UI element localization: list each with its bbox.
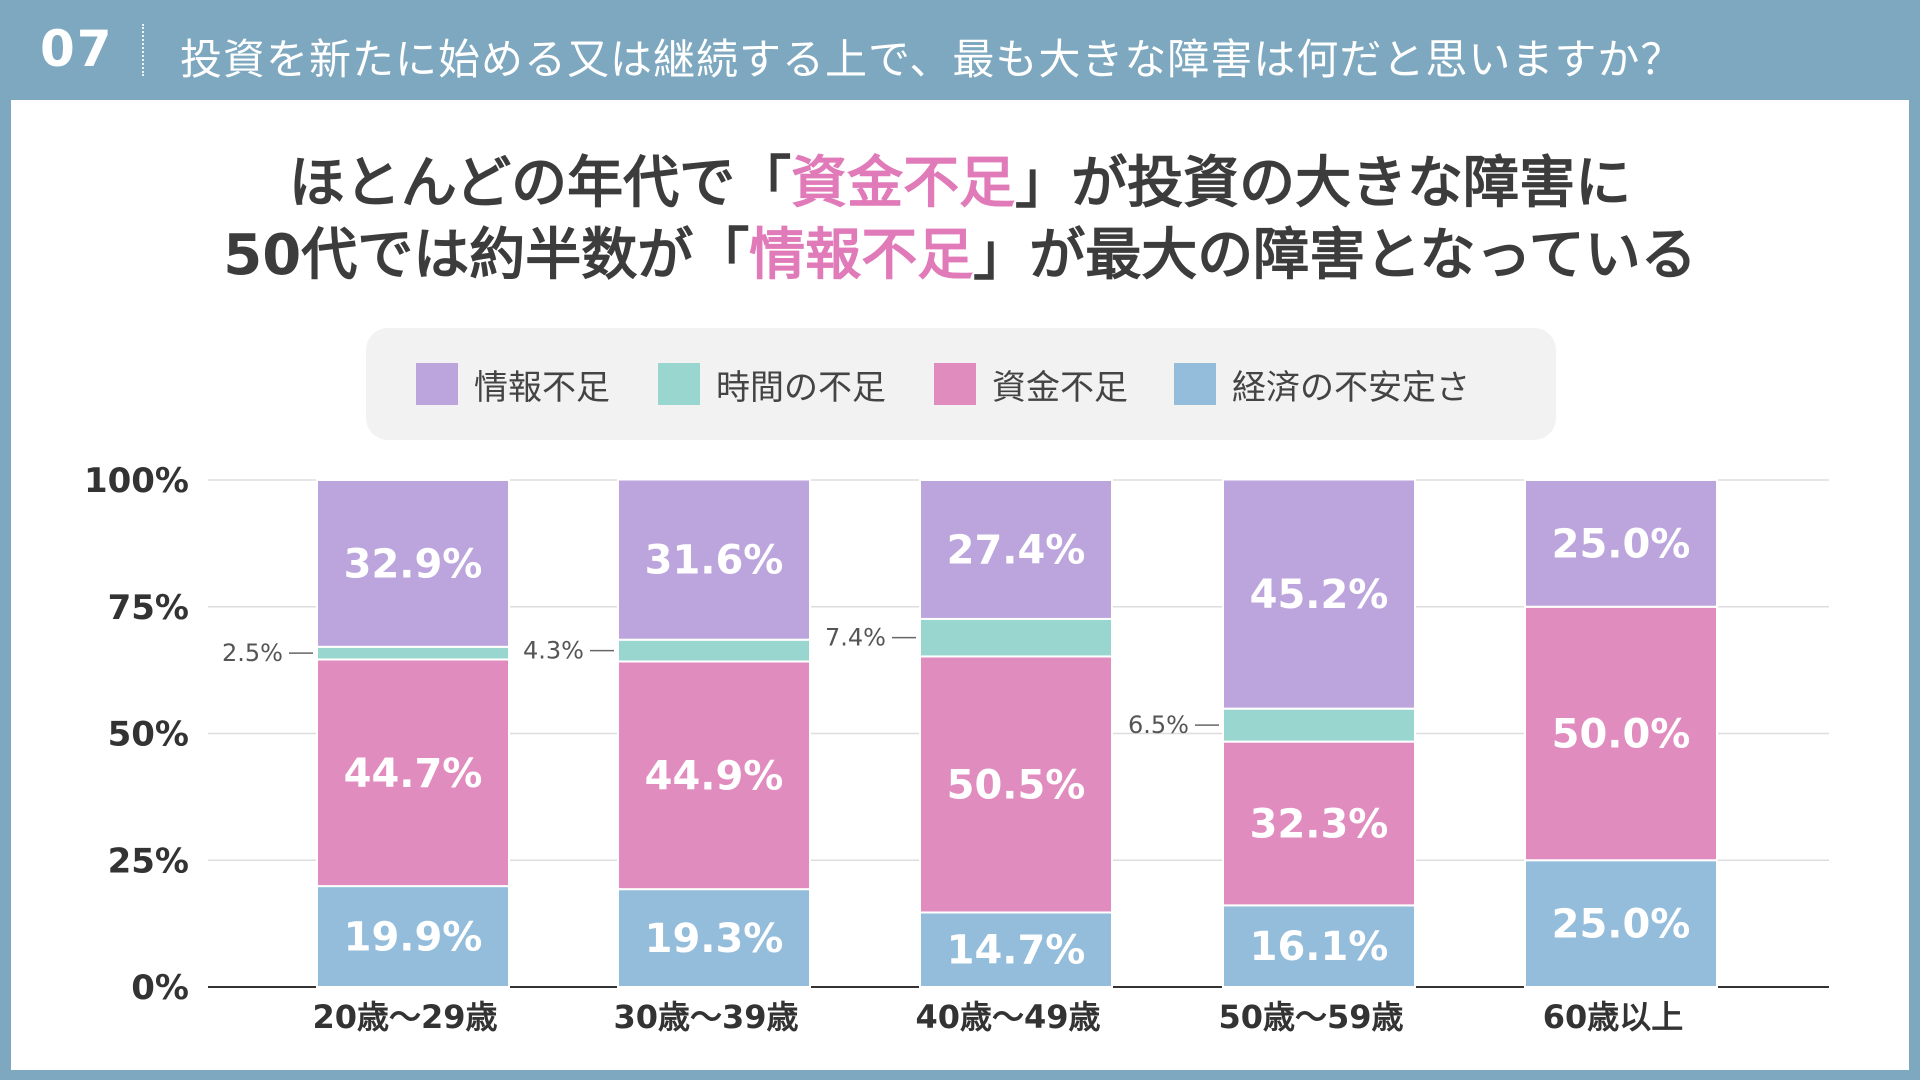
legend-item-economy: 経済の不安定さ	[1174, 362, 1470, 408]
bar-segment-economy	[316, 885, 510, 988]
bar-segment-money	[617, 660, 811, 891]
bar-segment-info	[617, 478, 811, 641]
x-tick-label: 30歳〜39歳	[613, 998, 798, 1036]
bar-segment-time	[316, 645, 510, 661]
bar-segment-money	[919, 655, 1113, 914]
data-label: 50.0%	[1552, 712, 1691, 758]
bar-segment-time	[617, 638, 811, 663]
header-divider	[142, 24, 144, 76]
y-tick-label: 50%	[108, 715, 189, 755]
bar-segment-money	[1524, 605, 1718, 862]
data-label: 2.5%	[222, 639, 283, 667]
data-label: 27.4%	[947, 527, 1086, 573]
data-label: 7.4%	[825, 624, 886, 652]
data-label: 32.3%	[1250, 801, 1389, 847]
y-tick-label: 75%	[108, 588, 189, 628]
bar-segment-money	[316, 658, 510, 888]
bar-segment-time	[1222, 707, 1416, 743]
y-tick-label: 0%	[131, 968, 189, 1008]
data-label: 25.0%	[1552, 902, 1691, 948]
legend-label-info: 情報不足	[474, 367, 610, 408]
headline-1-pre: ほとんどの年代で「	[288, 151, 792, 216]
data-label: 32.9%	[344, 541, 483, 587]
data-label: 25.0%	[1552, 521, 1691, 567]
question-text: 投資を新たに始める又は継続する上で、最も大きな障害は何だと思いますか？	[180, 35, 1684, 84]
legend-swatch-economy	[1174, 363, 1216, 405]
legend-swatch-time	[658, 363, 700, 405]
headline-1-highlight: 資金不足	[791, 151, 1016, 216]
x-tick-label: 40歳〜49歳	[915, 998, 1100, 1036]
headline-line-1: ほとんどの年代で「資金不足」が投資の大きな障害に	[11, 138, 1909, 219]
legend-label-money: 資金不足	[992, 367, 1128, 408]
content-panel: ほとんどの年代で「資金不足」が投資の大きな障害に 50代では約半数が「情報不足」…	[11, 100, 1909, 1070]
data-label: 16.1%	[1250, 924, 1389, 970]
x-tick-label: 60歳以上	[1543, 998, 1684, 1036]
bar-segment-economy	[919, 911, 1113, 989]
question-number: 07	[40, 20, 114, 78]
legend-label-economy: 経済の不安定さ	[1232, 367, 1470, 408]
bar-segment-economy	[1222, 904, 1416, 988]
y-tick-label: 100%	[84, 461, 189, 501]
bar-segment-info	[1222, 478, 1416, 710]
y-tick-label: 25%	[108, 841, 189, 881]
bar-segment-economy	[1524, 859, 1718, 988]
data-label: 31.6%	[645, 538, 784, 584]
bar-segment-money	[1222, 740, 1416, 907]
headline-2-highlight: 情報不足	[749, 223, 974, 288]
headline-line-2: 50代では約半数が「情報不足」が最大の障害となっている	[11, 210, 1909, 291]
bar-segment-info	[316, 479, 510, 648]
legend-item-time: 時間の不足	[658, 362, 886, 408]
data-label: 19.3%	[645, 916, 784, 962]
bar-segment-time	[919, 617, 1113, 658]
chart-legend: 情報不足 時間の不足 資金不足 経済の不安定さ	[366, 328, 1556, 440]
headline-2-pre: 50代では約半数が「	[223, 223, 750, 288]
legend-item-info: 情報不足	[416, 362, 610, 408]
bar-segment-economy	[617, 888, 811, 988]
headline-2-post: 」が最大の障害となっている	[973, 223, 1697, 288]
bar-segment-info	[919, 479, 1113, 620]
data-label: 44.9%	[645, 753, 784, 799]
data-label: 44.7%	[344, 751, 483, 797]
x-tick-label: 50歳〜59歳	[1218, 998, 1403, 1036]
headline-1-post: 」が投資の大きな障害に	[1015, 151, 1632, 216]
legend-item-money: 資金不足	[934, 362, 1128, 408]
data-label: 19.9%	[344, 915, 483, 961]
x-tick-label: 20歳〜29歳	[312, 998, 497, 1036]
data-label: 50.5%	[947, 762, 1086, 808]
data-label: 6.5%	[1128, 711, 1189, 739]
page-header: 07 投資を新たに始める又は継続する上で、最も大きな障害は何だと思いますか？	[0, 0, 1920, 98]
legend-swatch-money	[934, 363, 976, 405]
stacked-bar-chart: 0% 25% 50% 75% 100% 19.9% 44.7% 2.5% 32.9% 20歳〜29…	[84, 461, 1829, 1036]
data-label: 4.3%	[523, 637, 584, 665]
data-label: 45.2%	[1250, 572, 1389, 618]
data-label: 14.7%	[947, 928, 1086, 974]
legend-swatch-info	[416, 363, 458, 405]
legend-label-time: 時間の不足	[716, 367, 886, 408]
bar-segment-info	[1524, 479, 1718, 608]
